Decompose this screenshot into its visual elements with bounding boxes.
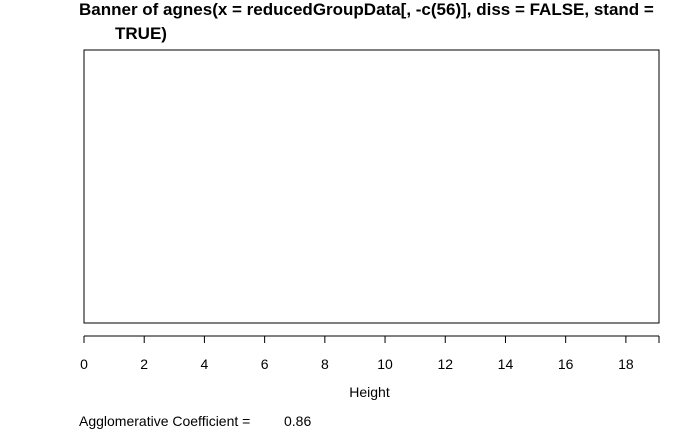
chart-title-line2: TRUE): [115, 24, 167, 43]
chart-title-line1: Banner of agnes(x = reducedGroupData[, -…: [79, 0, 654, 19]
x-tick-label: 8: [321, 356, 329, 372]
x-tick-label: 12: [437, 356, 453, 372]
agglomerative-coefficient-value: 0.86: [284, 413, 311, 429]
x-tick-label: 14: [498, 356, 514, 372]
x-tick-label: 10: [377, 356, 393, 372]
x-axis: 0 2 4 6 8 10 12 14 16 18: [80, 335, 660, 372]
plot-region-box: [83, 49, 660, 324]
x-tick-label: 2: [140, 356, 148, 372]
x-tick-label: 16: [558, 356, 574, 372]
agglomerative-coefficient-label: Agglomerative Coefficient =: [79, 413, 250, 429]
x-tick-label: 6: [261, 356, 269, 372]
x-tick-label: 18: [618, 356, 634, 372]
x-axis-title: Height: [349, 384, 390, 400]
x-tick-label: 4: [201, 356, 209, 372]
x-tick-label: 0: [80, 356, 88, 372]
